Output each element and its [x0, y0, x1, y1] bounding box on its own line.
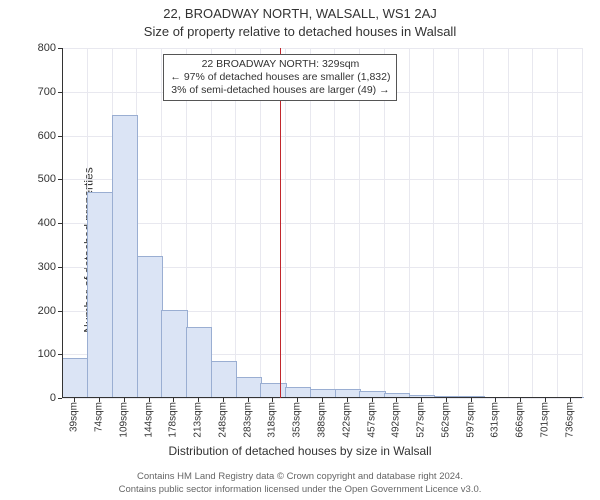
gridline-v [557, 48, 558, 398]
gridline-h [62, 223, 582, 224]
footer-licence: Contains public sector information licen… [0, 484, 600, 495]
gridline-v [508, 48, 509, 398]
annotation-box: 22 BROADWAY NORTH: 329sqm← 97% of detach… [163, 54, 397, 101]
xtick-label: 283sqm [242, 402, 253, 438]
xtick-label: 39sqm [69, 402, 80, 432]
histogram-bar [137, 256, 163, 398]
gridline-v [532, 48, 533, 398]
histogram-bar [161, 310, 187, 399]
gridline-v [483, 48, 484, 398]
ytick-label: 300 [38, 261, 56, 273]
gridline-h [62, 179, 582, 180]
xtick-label: 144sqm [143, 402, 154, 438]
xtick-label: 457sqm [366, 402, 377, 438]
xtick-label: 74sqm [94, 402, 105, 432]
x-axis-label: Distribution of detached houses by size … [0, 444, 600, 458]
annotation-line: 22 BROADWAY NORTH: 329sqm [170, 58, 390, 71]
xtick-label: 736sqm [564, 402, 575, 438]
histogram-plot: 010020030040050060070080039sqm74sqm109sq… [62, 48, 582, 398]
xtick-label: 562sqm [440, 402, 451, 438]
xtick-label: 527sqm [416, 402, 427, 438]
histogram-bar [87, 192, 113, 398]
ytick-mark [58, 398, 62, 399]
xtick-label: 666sqm [515, 402, 526, 438]
annotation-line: 3% of semi-detached houses are larger (4… [170, 84, 390, 97]
gridline-v [582, 48, 583, 398]
gridline-v [458, 48, 459, 398]
histogram-bar [186, 327, 212, 398]
xtick-label: 701sqm [539, 402, 550, 438]
histogram-bar [112, 115, 138, 398]
xtick-label: 388sqm [317, 402, 328, 438]
annotation-line: ← 97% of detached houses are smaller (1,… [170, 71, 390, 84]
ytick-label: 700 [38, 86, 56, 98]
gridline-v [433, 48, 434, 398]
xtick-label: 631sqm [490, 402, 501, 438]
ytick-label: 800 [38, 42, 56, 54]
xtick-label: 213sqm [193, 402, 204, 438]
xtick-label: 422sqm [341, 402, 352, 438]
xtick-label: 492sqm [391, 402, 402, 438]
xtick-label: 109sqm [118, 402, 129, 438]
chart-title-description: Size of property relative to detached ho… [0, 24, 600, 39]
ytick-label: 100 [38, 348, 56, 360]
histogram-bar [260, 383, 286, 398]
chart-title-address: 22, BROADWAY NORTH, WALSALL, WS1 2AJ [0, 6, 600, 21]
ytick-label: 500 [38, 173, 56, 185]
x-axis [62, 397, 582, 398]
gridline-h [62, 136, 582, 137]
histogram-bar [236, 377, 262, 398]
xtick-label: 178sqm [168, 402, 179, 438]
ytick-label: 0 [50, 392, 56, 404]
xtick-label: 318sqm [267, 402, 278, 438]
ytick-label: 400 [38, 217, 56, 229]
xtick-label: 597sqm [465, 402, 476, 438]
xtick-label: 248sqm [217, 402, 228, 438]
gridline-h [62, 48, 582, 49]
y-axis [62, 48, 63, 398]
xtick-label: 353sqm [292, 402, 303, 438]
ytick-label: 600 [38, 130, 56, 142]
gridline-v [409, 48, 410, 398]
footer-copyright: Contains HM Land Registry data © Crown c… [0, 471, 600, 482]
histogram-bar [211, 361, 237, 398]
histogram-bar [62, 358, 88, 398]
ytick-label: 200 [38, 305, 56, 317]
